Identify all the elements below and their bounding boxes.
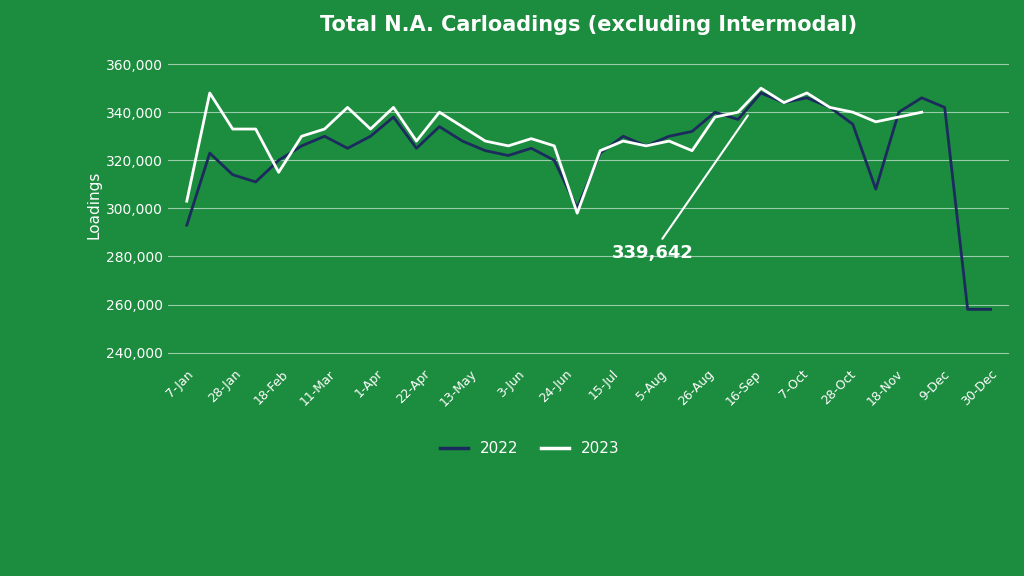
Y-axis label: Loadings: Loadings bbox=[87, 170, 101, 239]
Text: 339,642: 339,642 bbox=[611, 115, 748, 262]
Legend: 2022, 2023: 2022, 2023 bbox=[434, 435, 626, 463]
Title: Total N.A. Carloadings (excluding Intermodal): Total N.A. Carloadings (excluding Interm… bbox=[321, 15, 857, 35]
